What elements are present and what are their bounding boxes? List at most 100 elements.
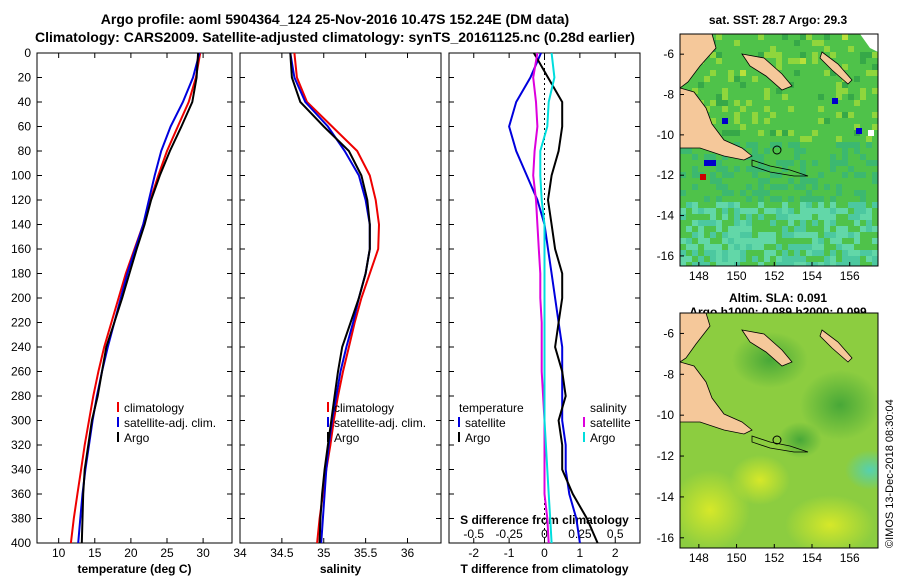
sst-cell — [734, 220, 740, 226]
sst-cell — [734, 232, 740, 238]
sst-cell — [686, 148, 692, 154]
sst-cell — [698, 208, 704, 214]
sst-cell — [812, 220, 818, 226]
sst-cell — [728, 244, 734, 250]
sst-cell — [764, 148, 770, 154]
sst-cell — [692, 262, 698, 266]
sla-map: Altim. SLA: 0.091 Argo h1000: 0.089 h200… — [657, 291, 879, 565]
sst-cell — [854, 76, 860, 82]
sst-cell — [866, 226, 872, 232]
sst-cell — [716, 220, 722, 226]
sst-cell — [776, 88, 782, 94]
sst-cell — [788, 58, 794, 64]
temperature-xtick-label: 10 — [52, 546, 66, 560]
sla-map-xtick-label: 150 — [727, 551, 747, 565]
sst-cell — [740, 238, 746, 244]
sst-cell — [770, 172, 776, 178]
sst-cell — [716, 250, 722, 256]
sst-cell — [746, 184, 752, 190]
sst-cell — [746, 100, 752, 106]
sst-cell — [872, 238, 878, 244]
sst-cell — [818, 262, 824, 266]
sst-cell — [806, 178, 812, 184]
sst-cell — [716, 184, 722, 190]
sst-cell — [842, 160, 848, 166]
sst-cell — [698, 232, 704, 238]
sst-cell — [842, 64, 848, 70]
sla-map-xtick-label: 154 — [802, 551, 822, 565]
sst-cell — [806, 214, 812, 220]
sst-cell — [788, 196, 794, 202]
temperature-xlabel: temperature (deg C) — [77, 562, 191, 576]
sst-cell — [800, 226, 806, 232]
sst-cell — [806, 202, 812, 208]
sst-cell — [794, 154, 800, 160]
depth-tick-label: 360 — [11, 487, 31, 501]
sst-cell — [700, 174, 706, 180]
sla-map-title-1: Altim. SLA: 0.091 — [729, 291, 827, 305]
sst-cell — [812, 262, 818, 266]
sst-cell — [866, 70, 872, 76]
sst-cell — [734, 214, 740, 220]
sla-map-xtick-label: 156 — [840, 551, 860, 565]
sst-cell — [722, 214, 728, 220]
sst-cell — [806, 262, 812, 266]
sst-cell — [806, 136, 812, 142]
sst-cell — [770, 196, 776, 202]
sst-cell — [836, 142, 842, 148]
sst-map-xtick-label: 148 — [689, 269, 709, 283]
sst-cell — [842, 226, 848, 232]
sst-cell — [872, 262, 878, 266]
sst-cell — [692, 244, 698, 250]
sst-cell — [854, 262, 860, 266]
sst-map-axes: 148 150 152 154 156 -6 -8 -10 -12 -14 -16 — [657, 47, 860, 283]
salinity-legend-label: Argo — [334, 431, 360, 445]
sst-cell — [842, 232, 848, 238]
sst-cell — [868, 130, 874, 136]
sst-map-ytick-label: -14 — [657, 209, 675, 223]
sst-cell — [842, 244, 848, 250]
temperature-series-line — [69, 52, 202, 544]
salinity-xtick-label: 35.5 — [354, 546, 378, 560]
difference-top-tick-label: 0.25 — [568, 527, 592, 541]
sst-cell — [782, 202, 788, 208]
sst-cell — [722, 208, 728, 214]
sst-cell — [794, 214, 800, 220]
sst-cell — [854, 100, 860, 106]
sst-map-land-new-britain — [741, 53, 793, 91]
sst-cell — [800, 148, 806, 154]
difference-series-line — [533, 52, 599, 544]
sst-cell — [710, 208, 716, 214]
sst-cell — [776, 64, 782, 70]
sst-cell — [824, 214, 830, 220]
sst-cell — [734, 76, 740, 82]
sst-cell — [710, 256, 716, 262]
sst-cell — [836, 88, 842, 94]
sst-cell — [836, 190, 842, 196]
sst-cell — [866, 220, 872, 226]
sst-cell — [830, 220, 836, 226]
sst-cell — [788, 160, 794, 166]
sst-cell — [728, 238, 734, 244]
imos-stamp: ©IMOS 13-Dec-2018 08:30:04 — [884, 399, 896, 548]
sst-cell — [716, 58, 722, 64]
sst-cell — [800, 196, 806, 202]
sst-cell — [770, 112, 776, 118]
sst-cell — [758, 232, 764, 238]
sst-cell — [722, 172, 728, 178]
sst-cell — [716, 256, 722, 262]
sst-cell — [740, 82, 746, 88]
sst-cell — [788, 142, 794, 148]
sst-cell — [842, 112, 848, 118]
sst-cell — [740, 208, 746, 214]
sst-cell — [800, 208, 806, 214]
difference-xtick-label: 0 — [541, 546, 548, 560]
sst-cell — [848, 46, 854, 52]
sst-cell — [686, 202, 692, 208]
sst-cell — [704, 208, 710, 214]
sst-cell — [872, 112, 878, 118]
sst-cell — [782, 208, 788, 214]
sst-cell — [800, 34, 806, 40]
sst-cell — [794, 70, 800, 76]
sst-cell — [746, 196, 752, 202]
